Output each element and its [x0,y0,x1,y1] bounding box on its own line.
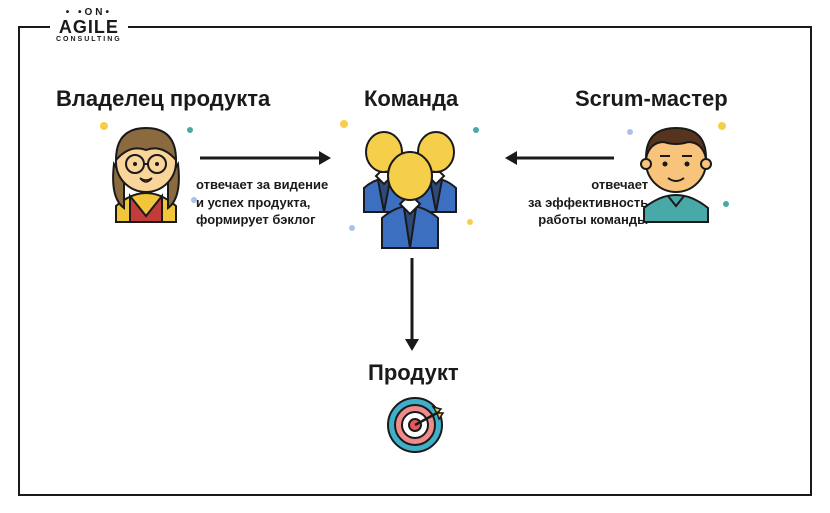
arrow-owner-to-team [193,148,333,168]
logo: • •ON• AGILE CONSULTING [50,8,128,47]
arrow-team-to-product [402,251,422,353]
owner-avatar [86,108,206,233]
master-avatar [616,108,736,233]
logo-sub: CONSULTING [56,36,122,43]
logo-main: AGILE [56,18,122,36]
arrow-master-to-team [503,148,621,168]
product-title: Продукт [368,360,459,386]
team-avatar [330,104,490,259]
target-icon [383,393,447,462]
owner-desc: отвечает за видениеи успех продукта,форм… [196,176,328,229]
